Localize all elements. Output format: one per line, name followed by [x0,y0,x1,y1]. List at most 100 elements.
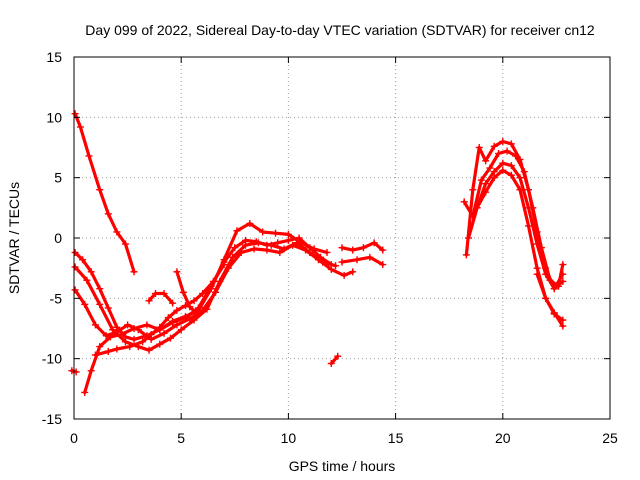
data-point [106,333,114,341]
data-point [87,367,95,375]
data-point [276,248,284,256]
data-point [199,290,207,298]
series-arc-g [145,290,177,307]
data-point [542,294,550,302]
data-point [147,331,155,339]
data-point [559,322,567,330]
data-point [550,309,558,317]
data-point [550,285,558,293]
series-arc-f [91,261,228,359]
data-point [87,268,95,276]
data-point [379,261,387,269]
data-point [164,314,172,322]
data-point [169,299,177,307]
data-point [145,297,153,305]
data-point [102,332,110,340]
chart-title: Day 099 of 2022, Sidereal Day-to-day VTE… [85,22,595,38]
series-trace [147,291,175,305]
data-point [71,263,79,271]
data-point [370,239,378,247]
data-point [173,321,181,329]
data-point [460,198,468,206]
data-point [525,222,533,230]
series-arc-q [533,270,567,330]
axis-ticks: 0 5 10 15 20 25 -15 -10 -5 0 5 10 15 [42,49,618,446]
data-point [306,248,314,256]
x-tick-label: 10 [281,430,297,446]
data-point [96,300,104,308]
data-point [229,253,237,261]
data-point [490,142,498,150]
data-point [81,300,89,308]
series-trace [340,255,385,267]
data-point [91,321,99,329]
data-point [559,270,567,278]
data-point [117,331,125,339]
data-point [464,234,472,242]
data-point [379,246,387,254]
data-point [319,258,327,266]
data-point [473,204,481,212]
data-point [177,326,185,334]
data-point [96,186,104,194]
data-point [462,251,470,259]
data-point [533,270,541,278]
data-point [516,174,524,182]
data-point [186,315,194,323]
data-point [242,241,250,249]
data-point [533,240,541,248]
data-point [121,338,129,346]
data-point [486,164,494,172]
data-point [173,306,181,314]
data-point [272,229,280,237]
data-point [85,152,93,160]
data-point [512,152,520,160]
data-point [359,244,367,252]
data-point [126,343,134,351]
data-point [124,321,132,329]
data-point [109,326,117,334]
data-point [160,290,168,298]
data-point [542,270,550,278]
data-point [310,245,318,253]
data-point [104,304,112,312]
y-tick-label: -15 [42,411,62,427]
x-tick-label: 0 [70,430,78,446]
series-arc-i [338,239,387,254]
data-point [507,140,515,148]
data-point [216,277,224,285]
data-point [104,210,112,218]
data-point [96,285,104,293]
data-point [366,253,374,261]
data-point [327,265,335,273]
data-point [151,290,159,298]
data-point [499,166,507,174]
data-point [490,174,498,182]
data-point [209,277,217,285]
data-point [121,240,129,248]
data-point [475,144,483,151]
series-arc-o [464,159,567,293]
series-trace [175,270,198,315]
data-point [79,256,87,264]
data-point [169,317,177,325]
data-point [173,268,181,276]
data-point [192,309,200,317]
series-arc-j [338,253,387,269]
data-point [477,176,485,184]
data-point [113,345,121,353]
data-point [160,329,168,337]
data-point [338,258,346,266]
data-point [353,256,361,264]
data-series [68,110,567,396]
data-point [516,186,524,194]
y-tick-label: -5 [50,290,63,306]
data-point [495,150,503,158]
data-point [71,286,79,294]
data-point [190,316,198,324]
x-tick-label: 20 [495,430,511,446]
data-point [499,159,507,167]
series-arc-h [173,268,200,317]
y-tick-label: 10 [46,109,62,125]
